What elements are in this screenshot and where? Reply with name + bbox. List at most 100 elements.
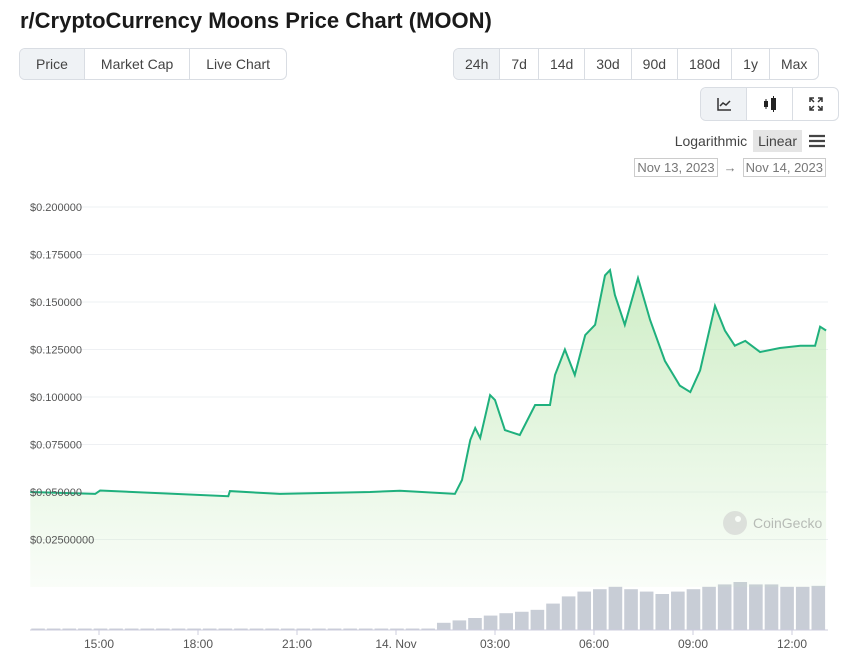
- range-max[interactable]: Max: [780, 56, 808, 72]
- y-tick-label: $0.100000: [30, 392, 82, 404]
- fullscreen-button[interactable]: [793, 88, 838, 120]
- volume-bar: [515, 611, 529, 630]
- scale-selector: Logarithmic Linear: [675, 130, 826, 152]
- volume-bar: [671, 591, 685, 630]
- range-90d[interactable]: 90d: [632, 49, 679, 79]
- volume-bar: [811, 585, 826, 630]
- volume-bar: [717, 584, 732, 630]
- volume-bar: [31, 628, 45, 630]
- volume-bar: [187, 628, 201, 630]
- x-tick-label: 06:00: [579, 637, 609, 651]
- volume-bar: [577, 591, 592, 630]
- candlestick-button[interactable]: [747, 88, 793, 120]
- volume-bar: [764, 584, 779, 630]
- volume-bar: [218, 628, 233, 630]
- range-14d[interactable]: 14d: [539, 49, 586, 79]
- volume-bar: [499, 613, 514, 630]
- line-chart-icon: [716, 98, 731, 111]
- volume-bar: [452, 620, 467, 630]
- coingecko-logo-icon: [723, 511, 747, 535]
- y-tick-label: $0.050000: [30, 487, 82, 499]
- x-tick-label: 15:00: [84, 637, 114, 651]
- volume-bar: [702, 586, 716, 630]
- volume-bar: [202, 628, 217, 630]
- volume-bar: [639, 591, 654, 630]
- volume-bar: [795, 586, 810, 630]
- volume-bar: [46, 628, 61, 630]
- tab-live-chart[interactable]: Live Chart: [206, 56, 271, 72]
- watermark-text: CoinGecko: [753, 515, 822, 531]
- volume-bar: [593, 589, 607, 630]
- y-tick-label: $0.150000: [30, 297, 82, 309]
- range-24h[interactable]: 24h: [454, 49, 501, 79]
- date-range: Nov 13, 2023 → Nov 14, 2023: [634, 158, 826, 177]
- volume-bar: [156, 628, 170, 630]
- volume-bar: [405, 628, 420, 630]
- volume-bar: [468, 618, 482, 630]
- volume-bar: [358, 628, 373, 630]
- volume-bar: [624, 589, 638, 630]
- page-title: r/CryptoCurrency Moons Price Chart (MOON…: [20, 8, 492, 33]
- volume-bar: [390, 628, 404, 630]
- volume-bar: [62, 628, 77, 630]
- volume-bar: [421, 628, 435, 630]
- fullscreen-icon: [808, 97, 823, 111]
- date-arrow: →: [723, 160, 737, 175]
- volume-bar: [780, 586, 794, 630]
- price-line: [30, 268, 827, 498]
- volume-bar: [436, 622, 451, 630]
- volume-bar: [249, 628, 264, 630]
- volume-bar: [296, 628, 311, 630]
- date-to-input[interactable]: Nov 14, 2023: [742, 158, 826, 177]
- price-area: [30, 270, 827, 587]
- hamburger-menu-icon[interactable]: [808, 134, 826, 148]
- x-tick-label: 03:00: [480, 637, 510, 651]
- range-1y[interactable]: 1y: [732, 49, 770, 79]
- volume-bar: [140, 628, 155, 630]
- volume-bar: [686, 589, 701, 630]
- x-tick-label: 18:00: [183, 637, 213, 651]
- volume-bar: [655, 594, 670, 630]
- tab-market-cap[interactable]: Market Cap: [85, 49, 191, 79]
- x-tick-label: 21:00: [282, 637, 312, 651]
- range-180d[interactable]: 180d: [678, 49, 733, 79]
- volume-bar: [78, 628, 92, 630]
- range-30d[interactable]: 30d: [585, 49, 632, 79]
- volume-bar: [733, 582, 748, 630]
- tab-price[interactable]: Price: [20, 49, 85, 79]
- volume-bar: [280, 628, 295, 630]
- volume-bar: [561, 596, 576, 630]
- volume-bar: [171, 628, 186, 630]
- volume-bar: [343, 628, 357, 630]
- view-tabs: Price Market Cap Live Chart: [19, 48, 288, 80]
- y-tick-label: $0.02500000: [30, 535, 94, 547]
- y-tick-label: $0.200000: [30, 202, 82, 214]
- x-tick-label: 09:00: [678, 637, 708, 651]
- volume-bar: [327, 628, 342, 630]
- volume-bar: [109, 628, 123, 630]
- time-range-selector: 24h 7d 14d 30d 90d 180d 1y Max: [453, 48, 820, 80]
- candlestick-icon: [763, 96, 776, 112]
- linear-button[interactable]: Linear: [753, 130, 802, 152]
- volume-bar: [93, 628, 108, 630]
- x-tick-label: 12:00: [777, 637, 807, 651]
- volume-bar: [546, 603, 560, 630]
- volume-bar: [312, 628, 326, 630]
- range-7d[interactable]: 7d: [500, 49, 539, 79]
- volume-bar: [374, 628, 389, 630]
- line-chart-button[interactable]: [701, 88, 747, 120]
- volume-bar: [124, 628, 139, 630]
- volume-bar: [530, 609, 545, 630]
- y-tick-label: $0.075000: [30, 440, 82, 452]
- x-tick-label: 14. Nov: [375, 637, 416, 651]
- y-tick-label: $0.175000: [30, 250, 82, 262]
- volume-bar: [234, 628, 248, 630]
- coingecko-watermark: CoinGecko: [723, 511, 822, 535]
- y-tick-label: $0.125000: [30, 345, 82, 357]
- volume-bar: [265, 628, 279, 630]
- date-from-input[interactable]: Nov 13, 2023: [634, 158, 718, 177]
- chart-type-selector: [700, 87, 839, 121]
- volume-bar: [483, 615, 498, 630]
- logarithmic-button[interactable]: Logarithmic: [674, 133, 748, 149]
